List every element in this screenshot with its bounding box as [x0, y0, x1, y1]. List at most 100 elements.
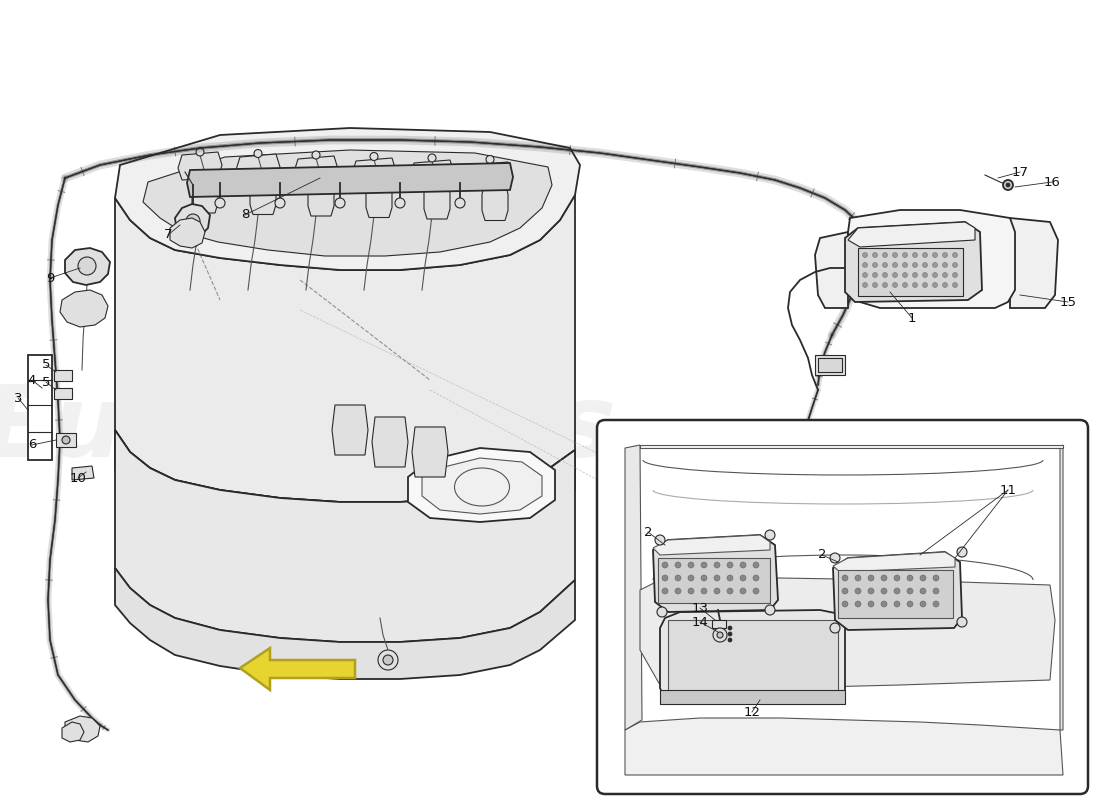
Circle shape	[754, 588, 759, 594]
Circle shape	[728, 632, 732, 636]
Circle shape	[933, 588, 939, 594]
Circle shape	[872, 253, 878, 258]
Polygon shape	[625, 445, 642, 730]
Polygon shape	[848, 210, 1015, 308]
Circle shape	[675, 575, 681, 581]
Text: 17: 17	[1012, 166, 1028, 178]
Circle shape	[872, 273, 878, 278]
Circle shape	[662, 562, 668, 568]
Polygon shape	[62, 722, 84, 742]
Circle shape	[892, 282, 898, 287]
Text: 16: 16	[1044, 175, 1060, 189]
Text: 2: 2	[644, 526, 652, 538]
Circle shape	[701, 562, 707, 568]
Polygon shape	[72, 466, 94, 480]
Circle shape	[688, 588, 694, 594]
Circle shape	[943, 273, 947, 278]
Polygon shape	[28, 355, 52, 460]
Circle shape	[830, 553, 840, 563]
Circle shape	[908, 588, 913, 594]
Circle shape	[717, 632, 723, 638]
Polygon shape	[308, 176, 334, 216]
Circle shape	[455, 198, 465, 208]
Circle shape	[933, 262, 937, 267]
Circle shape	[902, 253, 908, 258]
Circle shape	[275, 198, 285, 208]
Polygon shape	[412, 427, 448, 477]
Text: 15: 15	[1059, 295, 1077, 309]
Circle shape	[728, 626, 732, 630]
Circle shape	[727, 588, 733, 594]
Circle shape	[688, 562, 694, 568]
Bar	[712, 620, 726, 628]
Text: 13: 13	[692, 602, 708, 614]
Circle shape	[908, 575, 913, 581]
Polygon shape	[372, 417, 408, 467]
Circle shape	[923, 273, 927, 278]
Circle shape	[855, 575, 861, 581]
Circle shape	[312, 151, 320, 159]
Polygon shape	[352, 158, 396, 186]
Circle shape	[830, 623, 840, 633]
Circle shape	[908, 601, 913, 607]
Circle shape	[214, 198, 225, 208]
Bar	[838, 570, 953, 618]
Circle shape	[868, 601, 875, 607]
Circle shape	[727, 562, 733, 568]
Circle shape	[913, 273, 917, 278]
Circle shape	[943, 282, 947, 287]
Circle shape	[395, 198, 405, 208]
Polygon shape	[332, 405, 368, 455]
Polygon shape	[408, 448, 556, 522]
Polygon shape	[833, 552, 955, 572]
Text: 2: 2	[817, 549, 826, 562]
Circle shape	[78, 257, 96, 275]
Circle shape	[933, 273, 937, 278]
Polygon shape	[366, 178, 392, 218]
Polygon shape	[65, 248, 110, 285]
Circle shape	[654, 535, 666, 545]
Circle shape	[881, 601, 887, 607]
Circle shape	[740, 575, 746, 581]
Circle shape	[953, 262, 957, 267]
Circle shape	[881, 588, 887, 594]
Circle shape	[675, 588, 681, 594]
Circle shape	[842, 601, 848, 607]
Polygon shape	[482, 181, 508, 221]
Text: 12: 12	[744, 706, 760, 718]
FancyBboxPatch shape	[597, 420, 1088, 794]
Polygon shape	[424, 179, 450, 219]
Circle shape	[701, 588, 707, 594]
Polygon shape	[410, 160, 454, 188]
Polygon shape	[294, 156, 338, 184]
Polygon shape	[192, 173, 218, 213]
Polygon shape	[143, 150, 552, 256]
Bar	[658, 558, 770, 603]
Circle shape	[713, 628, 727, 642]
Text: 7: 7	[164, 229, 173, 242]
Circle shape	[892, 273, 898, 278]
Circle shape	[902, 282, 908, 287]
Circle shape	[254, 150, 262, 158]
Text: 10: 10	[69, 471, 87, 485]
Polygon shape	[170, 218, 205, 248]
Circle shape	[882, 273, 888, 278]
Text: 3: 3	[13, 391, 22, 405]
Circle shape	[842, 588, 848, 594]
Circle shape	[740, 562, 746, 568]
Circle shape	[933, 282, 937, 287]
Circle shape	[872, 262, 878, 267]
Circle shape	[862, 262, 868, 267]
Circle shape	[913, 253, 917, 258]
Polygon shape	[422, 458, 542, 514]
Circle shape	[902, 273, 908, 278]
Circle shape	[920, 575, 926, 581]
Circle shape	[714, 562, 720, 568]
Circle shape	[920, 588, 926, 594]
Circle shape	[688, 575, 694, 581]
Circle shape	[882, 253, 888, 258]
Polygon shape	[187, 163, 513, 197]
Circle shape	[923, 262, 927, 267]
Circle shape	[196, 148, 204, 156]
Circle shape	[378, 650, 398, 670]
